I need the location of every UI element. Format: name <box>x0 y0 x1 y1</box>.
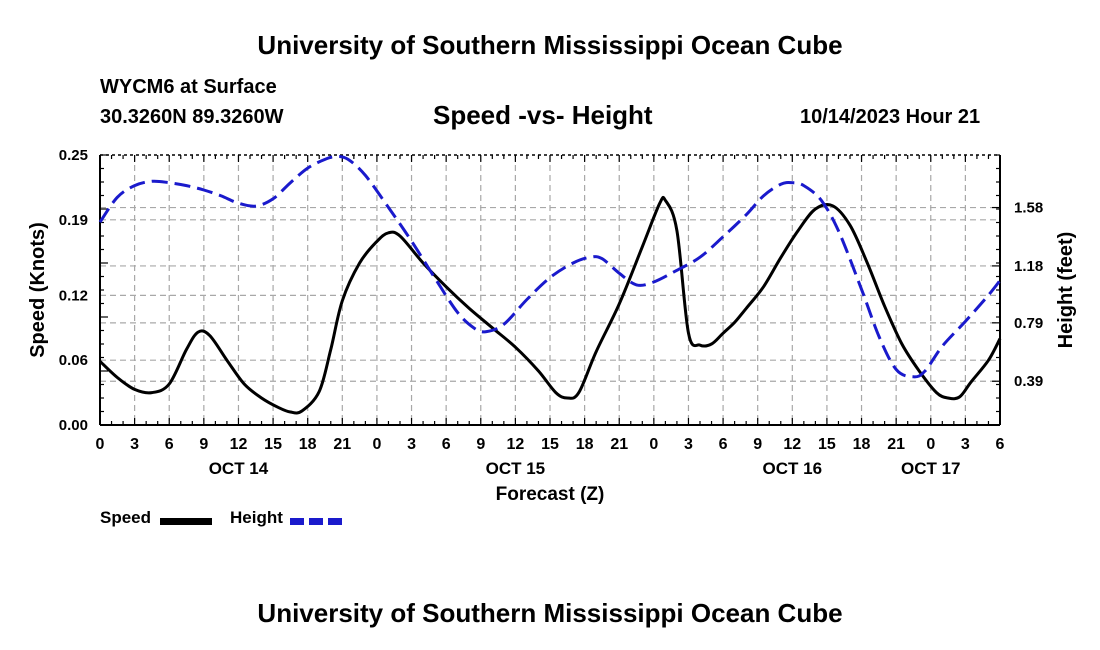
footer-title: University of Southern Mississippi Ocean… <box>257 598 843 628</box>
x-day-label: OCT 15 <box>486 459 546 478</box>
y-axis-title: Speed (Knots) <box>27 222 49 358</box>
y-tick-label: 0.19 <box>59 212 88 229</box>
y-tick-label: 0.06 <box>59 352 88 369</box>
series-line-height <box>98 154 1002 379</box>
x-tick-label: 3 <box>684 436 693 453</box>
legend-speed-swatch <box>160 518 212 525</box>
coordinates-label: 30.3260N 89.3260W <box>100 106 284 128</box>
x-tick-label: 21 <box>887 436 905 453</box>
x-tick-label: 18 <box>299 436 317 453</box>
y-right-tick-label: 0.39 <box>1014 373 1043 390</box>
y-tick-label: 0.12 <box>59 287 88 304</box>
x-tick-label: 3 <box>130 436 139 453</box>
plot-title: Speed -vs- Height <box>433 100 653 130</box>
series-line-speed <box>98 195 1002 415</box>
y-right-tick-label: 1.58 <box>1014 200 1043 217</box>
x-tick-label: 0 <box>649 436 658 453</box>
x-tick-label: 12 <box>230 436 248 453</box>
x-tick-label: 18 <box>853 436 871 453</box>
x-day-label: OCT 14 <box>209 459 269 478</box>
x-tick-label: 0 <box>96 436 105 453</box>
x-tick-label: 6 <box>165 436 174 453</box>
x-day-label: OCT 17 <box>901 459 961 478</box>
x-tick-label: 3 <box>961 436 970 453</box>
x-tick-label: 6 <box>442 436 451 453</box>
y-right-tick-label: 1.18 <box>1014 258 1043 275</box>
x-tick-label: 12 <box>506 436 524 453</box>
x-tick-label: 9 <box>199 436 208 453</box>
x-tick-label: 21 <box>333 436 351 453</box>
legend-height-swatch <box>290 518 342 525</box>
x-tick-label: 12 <box>783 436 801 453</box>
y-right-axis-title: Height (feet) <box>1055 232 1077 349</box>
x-tick-label: 6 <box>719 436 728 453</box>
station-label: WYCM6 at Surface <box>100 76 277 98</box>
x-tick-label: 0 <box>926 436 935 453</box>
x-tick-label: 15 <box>818 436 836 453</box>
x-tick-label: 6 <box>996 436 1005 453</box>
legend-speed-label: Speed <box>100 508 152 527</box>
x-tick-label: 15 <box>541 436 559 453</box>
x-tick-label: 9 <box>753 436 762 453</box>
x-tick-label: 3 <box>407 436 416 453</box>
y-tick-label: 0.00 <box>59 417 88 434</box>
x-tick-label: 18 <box>576 436 594 453</box>
forecast-timestamp: 10/14/2023 Hour 21 <box>800 106 981 128</box>
y-right-tick-label: 0.79 <box>1014 315 1043 332</box>
x-tick-label: 0 <box>372 436 381 453</box>
x-tick-label: 21 <box>610 436 628 453</box>
x-axis-title: Forecast (Z) <box>496 484 605 505</box>
x-tick-label: 15 <box>264 436 282 453</box>
report-title: University of Southern Mississippi Ocean… <box>257 30 843 60</box>
x-day-label: OCT 16 <box>763 459 823 478</box>
y-tick-label: 0.25 <box>59 147 88 164</box>
legend-height-label: Height <box>230 508 283 527</box>
x-tick-label: 9 <box>476 436 485 453</box>
